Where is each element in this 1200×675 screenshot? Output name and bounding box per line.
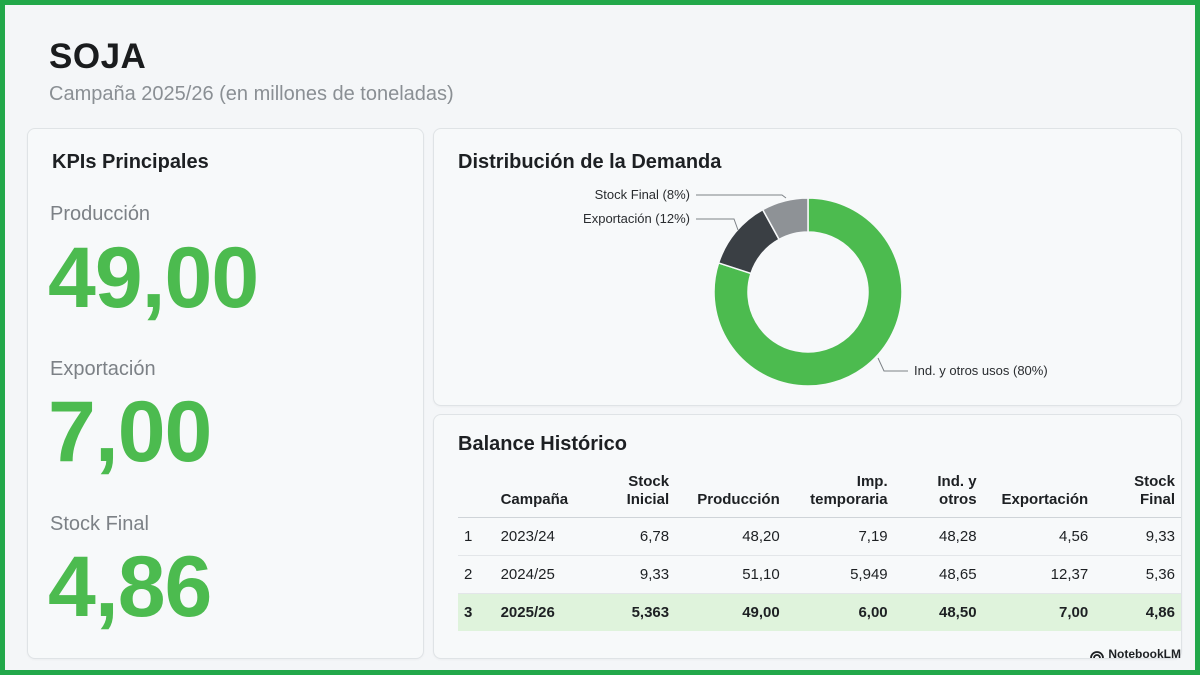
kpi-card: KPIs Principales Producción 49,00 Export… bbox=[27, 128, 424, 659]
donut-leader-line-2 bbox=[696, 194, 787, 199]
table-cell: 6,78 bbox=[598, 517, 676, 556]
table-cell: 3 bbox=[458, 593, 495, 631]
kpi-value-produccion: 49,00 bbox=[48, 230, 259, 326]
table-header-cell: Exportación bbox=[982, 473, 1095, 518]
table-header-cell: Ind. y otros bbox=[893, 473, 983, 518]
table-header-row: Campaña Stock Inicial Producción Imp. tempora… bbox=[458, 473, 1181, 518]
kpi-card-title: KPIs Principales bbox=[52, 151, 209, 173]
kpi-value-stock-final: 4,86 bbox=[48, 539, 212, 635]
table-title: Balance Histórico bbox=[458, 433, 627, 455]
table-cell: 5,949 bbox=[785, 555, 894, 594]
kpi-label-stock-final: Stock Final bbox=[50, 513, 149, 535]
table-cell: 49,00 bbox=[675, 593, 786, 631]
table-cell: 48,20 bbox=[675, 517, 786, 556]
donut-label-2: Stock Final (8%) bbox=[595, 187, 690, 202]
table-cell: 2024/25 bbox=[494, 555, 599, 594]
page-title: SOJA bbox=[49, 37, 147, 76]
table-cell: 2 bbox=[458, 555, 495, 594]
table-cell: 4,56 bbox=[982, 517, 1095, 556]
table-cell: 2023/24 bbox=[494, 517, 599, 556]
table-header-cell: Producción bbox=[675, 473, 786, 518]
donut-label-0: Ind. y otros usos (80%) bbox=[914, 363, 1048, 378]
table-cell: 2025/26 bbox=[494, 593, 599, 631]
table-cell: 1 bbox=[458, 517, 495, 556]
table-cell: 5,36 bbox=[1094, 555, 1181, 594]
table-cell: 6,00 bbox=[785, 593, 894, 631]
kpi-value-exportacion: 7,00 bbox=[48, 384, 212, 480]
donut-chart: Ind. y otros usos (80%) Exportación (12%)… bbox=[583, 187, 1048, 387]
table-cell: 48,50 bbox=[893, 593, 983, 631]
table-cell: 9,33 bbox=[1094, 517, 1181, 556]
table-cell: 5,363 bbox=[598, 593, 676, 631]
table-cell: 48,28 bbox=[893, 517, 983, 556]
donut-label-1: Exportación (12%) bbox=[583, 211, 690, 226]
table-header-cell: Imp. temporaria bbox=[785, 473, 894, 518]
brand-mark: NotebookLM bbox=[1090, 647, 1181, 661]
balance-history-card: Balance Histórico Campaña Stock Inicial Pro… bbox=[433, 414, 1182, 659]
donut-leader-line-1 bbox=[696, 218, 739, 231]
notebooklm-logo-icon bbox=[1090, 651, 1105, 659]
table-cell: 12,37 bbox=[982, 555, 1095, 594]
balance-table: Campaña Stock Inicial Producción Imp. tempora… bbox=[458, 473, 1181, 631]
table-cell: 7,19 bbox=[785, 517, 894, 556]
kpi-label-exportacion: Exportación bbox=[50, 358, 156, 380]
table-cell: 48,65 bbox=[893, 555, 983, 594]
table-cell: 9,33 bbox=[598, 555, 676, 594]
table-header-cell bbox=[458, 473, 495, 518]
donut-leader-line-0 bbox=[877, 357, 908, 372]
donut-slice-0 bbox=[713, 197, 903, 387]
page-subtitle: Campaña 2025/26 (en millones de tonelada… bbox=[49, 83, 454, 105]
demand-distribution-card: Distribución de la Demanda Ind. y otros … bbox=[433, 128, 1182, 406]
donut-slice-2 bbox=[761, 197, 809, 241]
table-header-cell: Campaña bbox=[494, 473, 599, 518]
donut-chart-title: Distribución de la Demanda bbox=[458, 151, 722, 173]
table-row: 3 2025/26 5,363 49,00 6,00 48,50 7,00 4,86 bbox=[458, 593, 1181, 631]
table-header-cell: Stock Final bbox=[1094, 473, 1181, 518]
kpi-label-produccion: Producción bbox=[50, 203, 151, 225]
table-row: 1 2023/24 6,78 48,20 7,19 48,28 4,56 9,33 bbox=[458, 517, 1181, 556]
brand-name: NotebookLM bbox=[1108, 647, 1181, 661]
table-cell: 4,86 bbox=[1094, 593, 1181, 631]
table-header-cell: Stock Inicial bbox=[598, 473, 676, 518]
table-cell: 51,10 bbox=[675, 555, 786, 594]
table-cell: 7,00 bbox=[982, 593, 1095, 631]
table-row: 2 2024/25 9,33 51,10 5,949 48,65 12,37 5,36 bbox=[458, 555, 1181, 594]
